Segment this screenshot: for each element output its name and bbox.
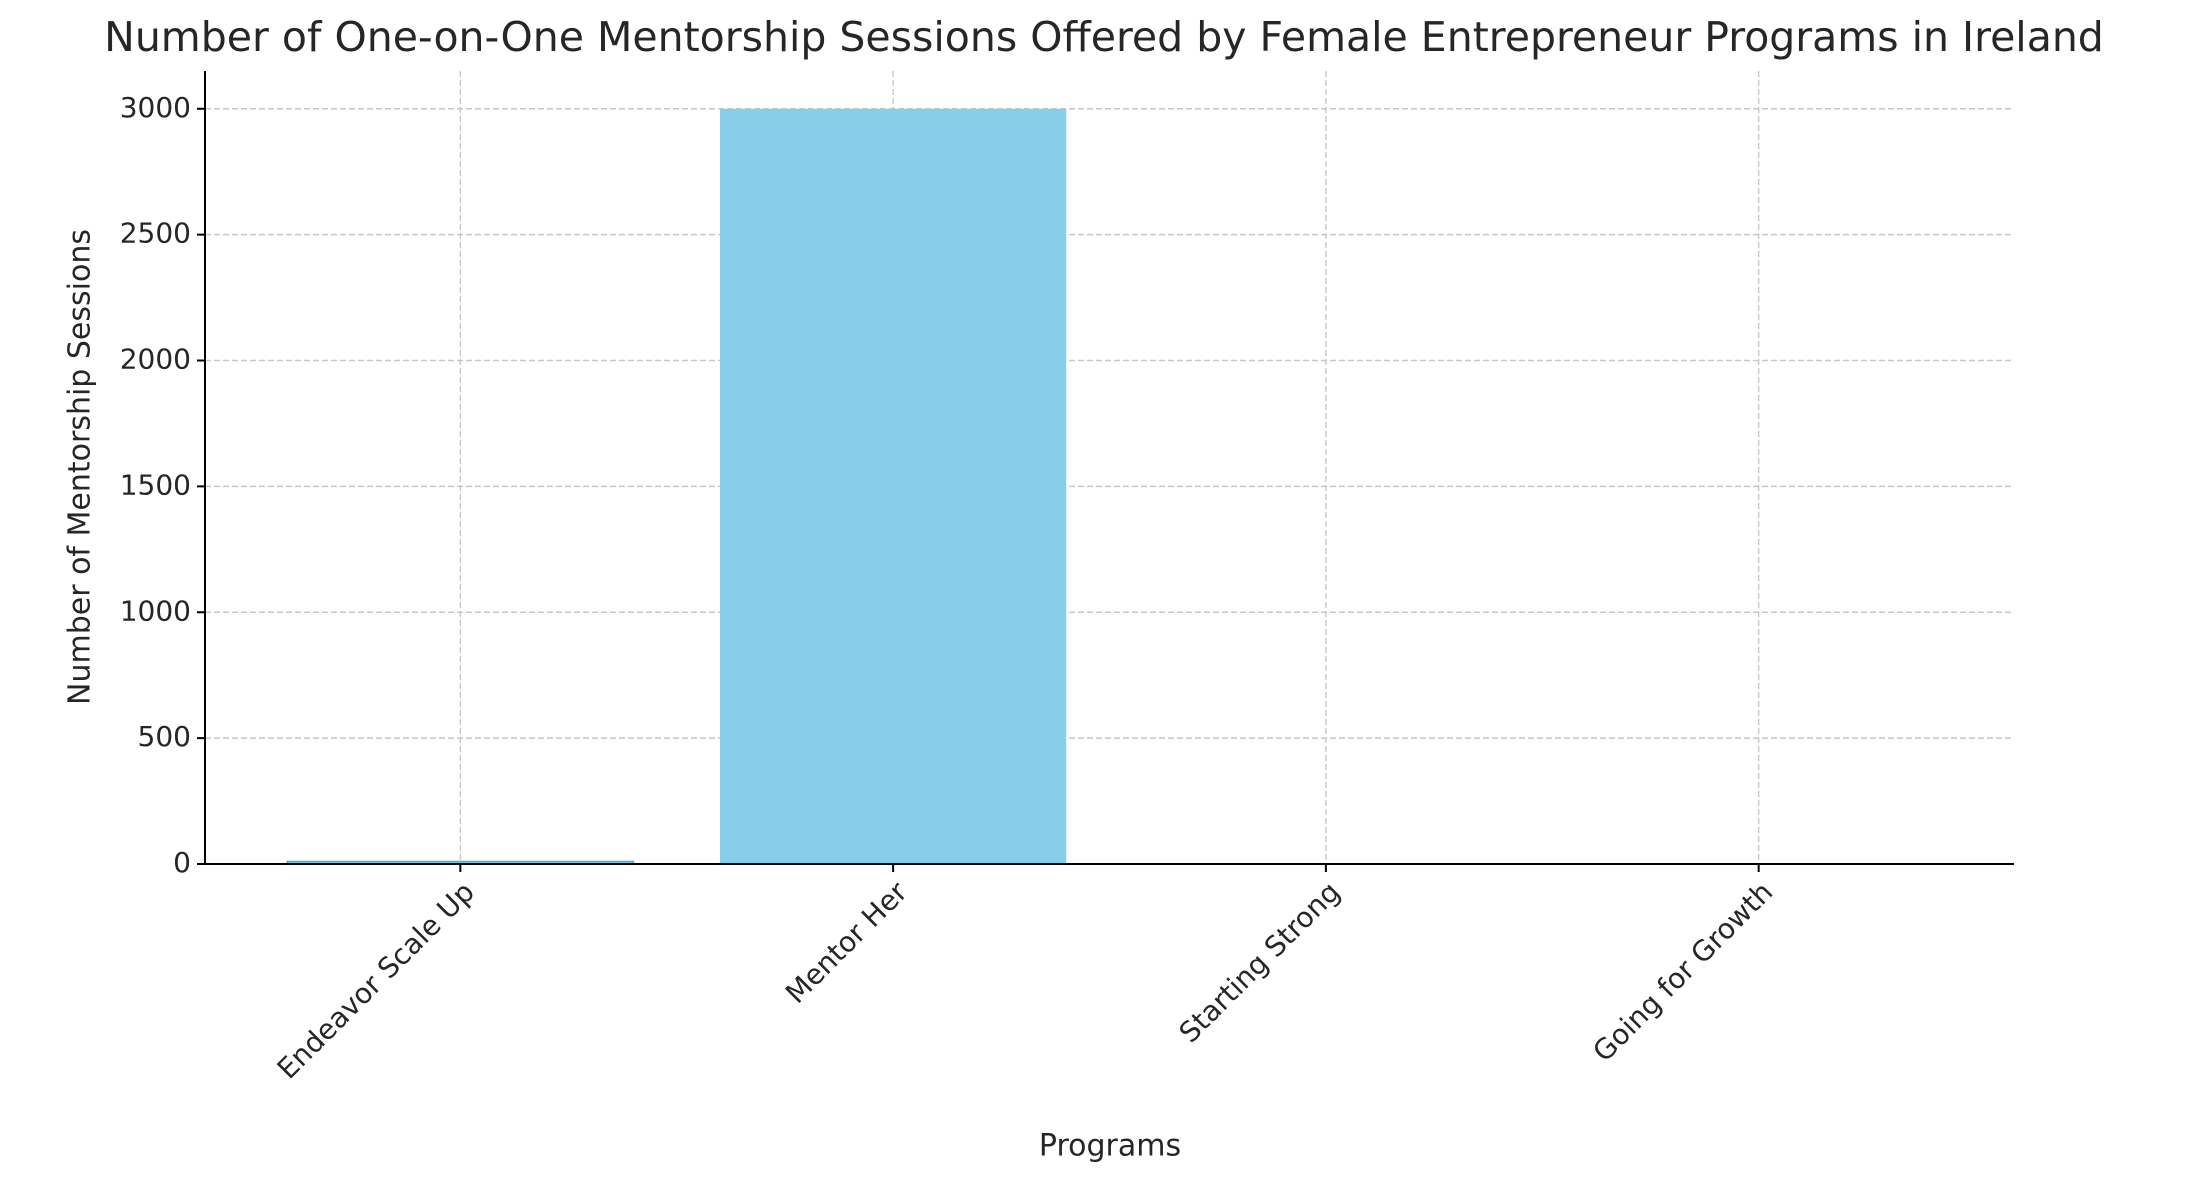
x-tick-label: Endeavor Scale Up: [271, 875, 481, 1085]
x-tick-label: Starting Strong: [1173, 875, 1347, 1049]
x-tick-label: Mentor Her: [779, 875, 914, 1010]
y-tick-label: 1500: [120, 468, 191, 501]
x-axis-label: Programs: [1039, 1129, 1181, 1164]
y-tick-label: 500: [138, 720, 191, 753]
y-tick-label: 2500: [120, 217, 191, 250]
y-tick-label: 2000: [120, 343, 191, 376]
y-tick-label: 0: [173, 846, 191, 879]
chart-title: Number of One-on-One Mentorship Sessions…: [104, 13, 2104, 61]
x-tick-label: Going for Growth: [1586, 875, 1779, 1068]
y-tick-label: 1000: [120, 594, 191, 627]
bar: [720, 108, 1067, 864]
y-tick-label: 3000: [120, 91, 191, 124]
y-axis-label: Number of Mentorship Sessions: [63, 229, 98, 705]
